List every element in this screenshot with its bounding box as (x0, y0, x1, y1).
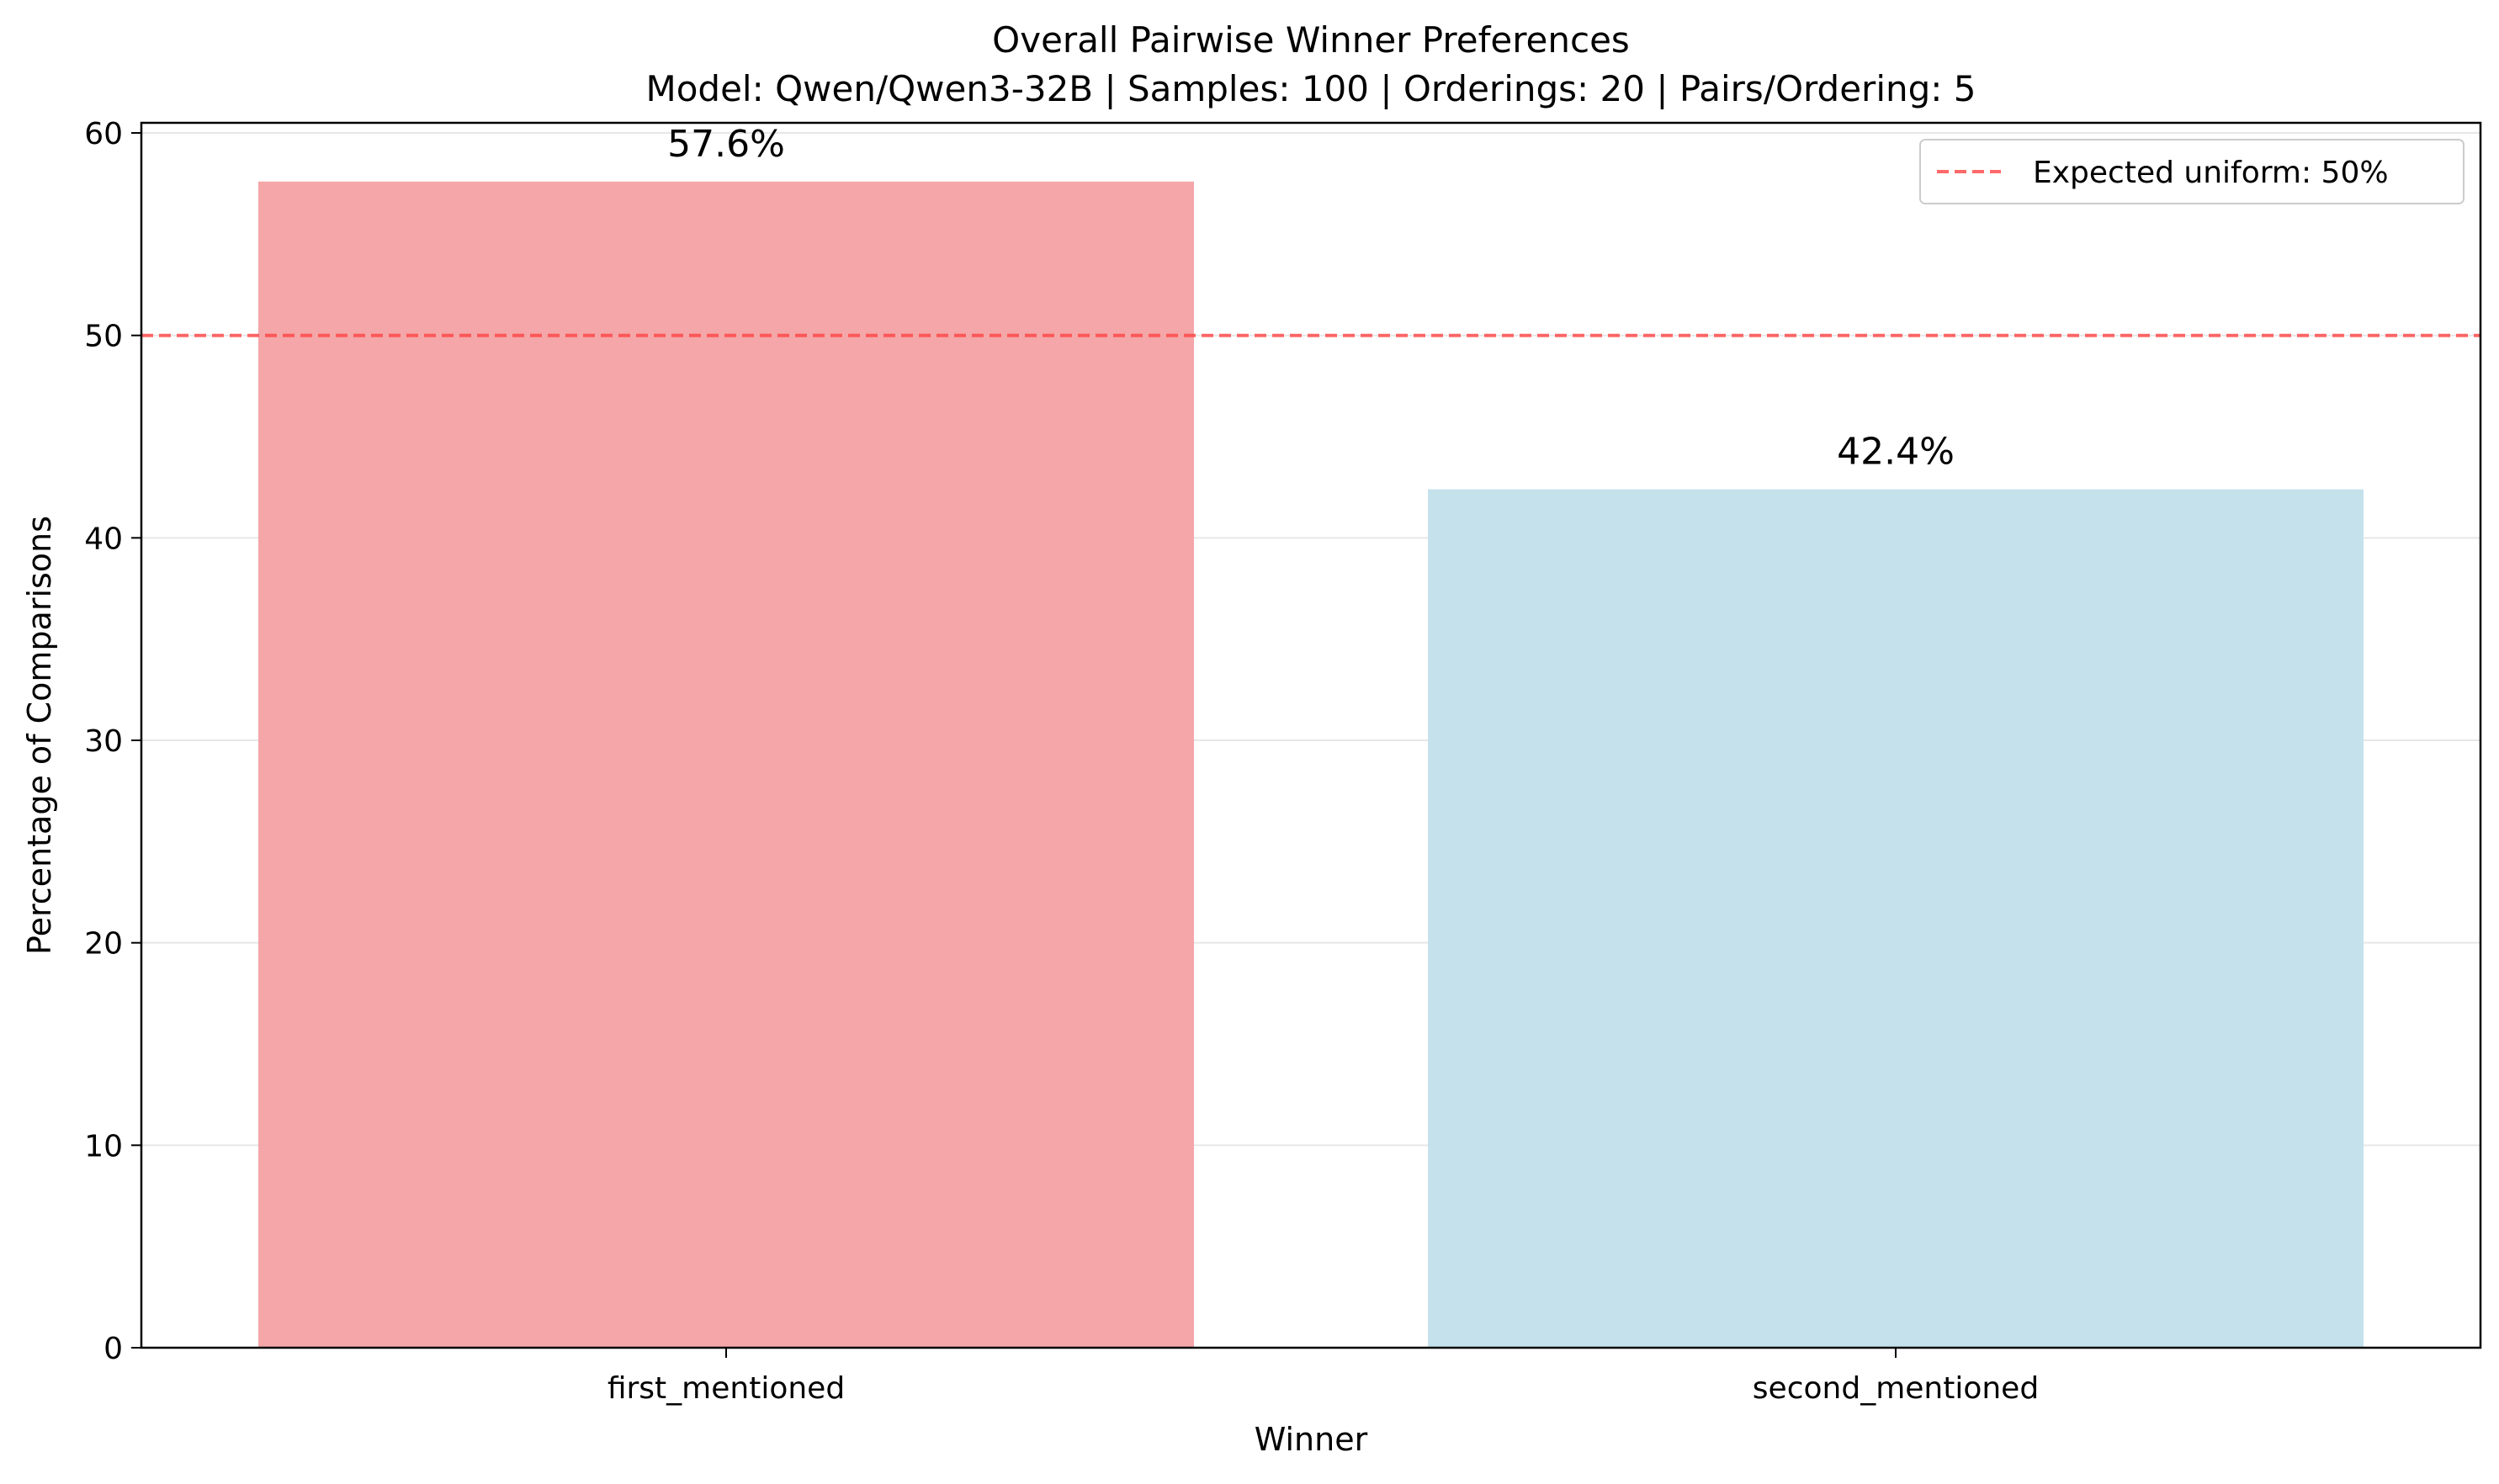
data-label-second_mentioned: 42.4% (1837, 431, 1955, 474)
x-axis-ticks: first_mentioned second_mentioned (608, 1348, 2039, 1406)
y-tick-label: 30 (84, 724, 123, 759)
legend-box (1919, 139, 2465, 204)
y-tick-label: 60 (84, 117, 123, 151)
y-tick-label: 40 (84, 522, 123, 556)
y-tick-label: 0 (103, 1332, 123, 1366)
bars (258, 181, 2364, 1348)
legend-label: Expected uniform: 50% (2033, 156, 2389, 190)
data-label-first_mentioned: 57.6% (667, 123, 785, 166)
x-tick-label-first_mentioned: first_mentioned (608, 1371, 845, 1406)
data-labels: 57.6% 42.4% (667, 123, 1955, 474)
chart-subtitle: Model: Qwen/Qwen3-32B | Samples: 100 | O… (645, 68, 1976, 109)
legend: Expected uniform: 50% (1919, 139, 2465, 204)
bar-second_mentioned (1428, 489, 2364, 1348)
y-tick-label: 10 (84, 1129, 123, 1163)
y-axis-ticks: 0 10 20 30 40 50 60 (84, 117, 141, 1366)
chart-title: Overall Pairwise Winner Preferences (992, 19, 1630, 61)
x-tick-label-second_mentioned: second_mentioned (1753, 1371, 2039, 1406)
bar-first_mentioned (258, 181, 1194, 1348)
y-axis-label: Percentage of Comparisons (21, 516, 58, 955)
y-tick-label: 50 (84, 320, 123, 354)
plot-frame (140, 121, 2482, 1349)
x-axis-label: Winner (1255, 1421, 1368, 1458)
y-tick-label: 20 (84, 927, 123, 962)
